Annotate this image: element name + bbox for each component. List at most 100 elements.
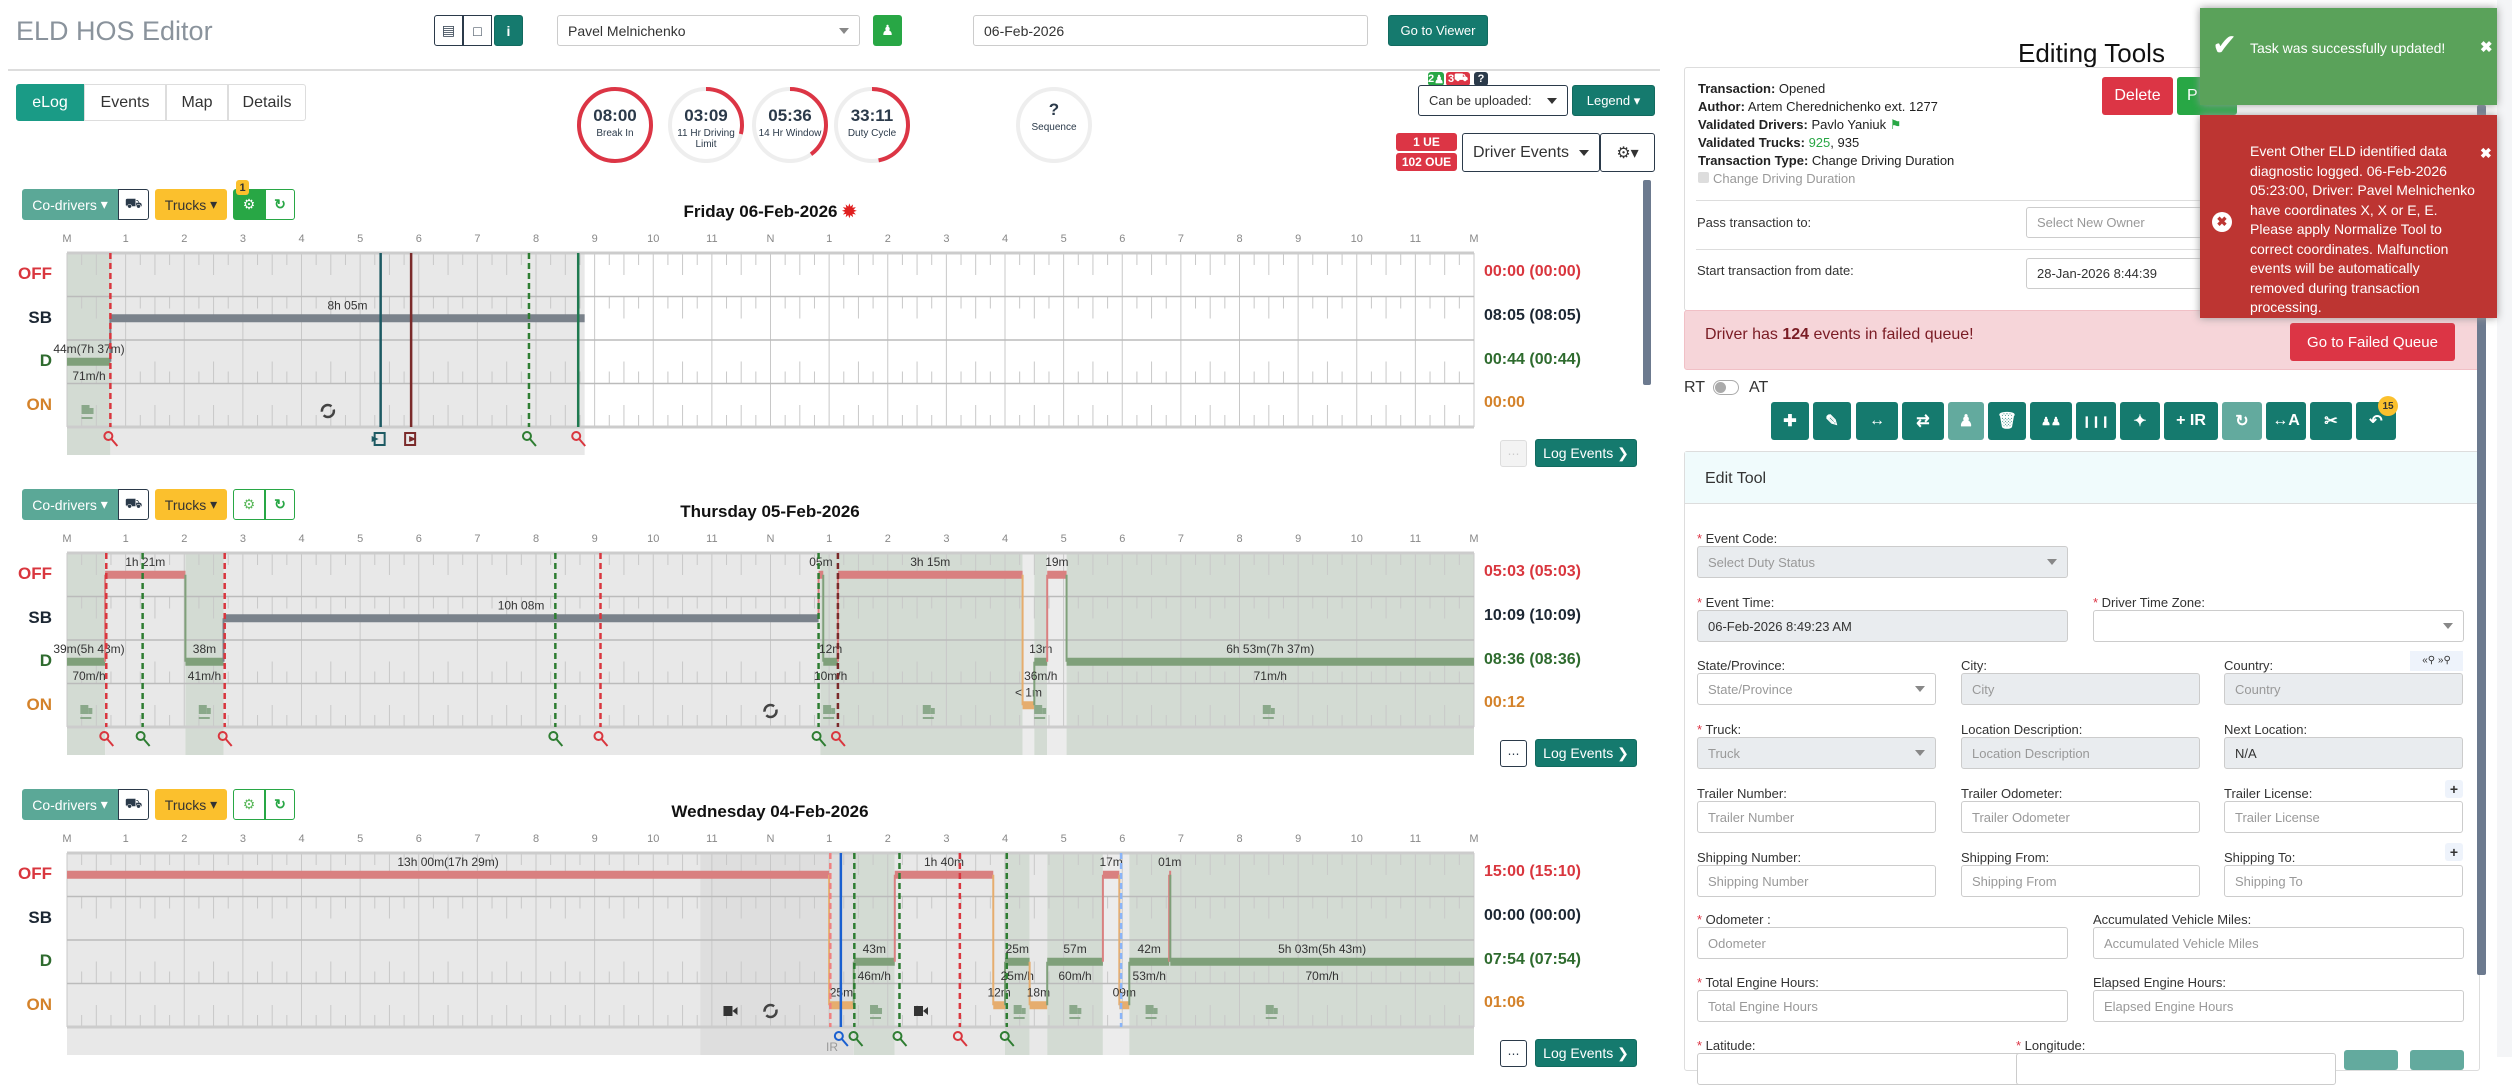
go-to-failed-queue-button[interactable]: Go to Failed Queue: [2290, 323, 2455, 361]
upload-status-select[interactable]: Can be uploaded:: [1418, 85, 1568, 116]
driver-events-select[interactable]: Driver Events: [1462, 133, 1600, 172]
user-tool-button[interactable]: ♟: [1948, 402, 1984, 440]
report-icon[interactable]: ▤: [434, 15, 463, 46]
tab-map[interactable]: Map: [166, 84, 228, 121]
refresh-button[interactable]: ↻: [265, 789, 295, 820]
start-date-input[interactable]: 28-Jan-2026 8:44:39: [2026, 258, 2226, 289]
left-scrollbar[interactable]: [1643, 180, 1651, 385]
longitude-input[interactable]: [2016, 1053, 2336, 1085]
acc-miles-input[interactable]: Accumulated Vehicle Miles: [2093, 927, 2464, 959]
location-nav-icons[interactable]: «⚲ »⚲: [2410, 651, 2463, 671]
close-icon[interactable]: ✖: [2480, 145, 2492, 161]
right-scrollbar[interactable]: [2477, 105, 2486, 975]
info-icon[interactable]: i: [494, 15, 523, 46]
co-drivers-button[interactable]: Co-drivers ▾: [22, 789, 118, 820]
tab-events[interactable]: Events: [84, 84, 166, 121]
refresh-tool-button[interactable]: ↻: [2222, 402, 2262, 440]
settings-dropdown[interactable]: ⚙ ▾: [1600, 133, 1655, 172]
undo-tool-button[interactable]: ↶ 15: [2356, 396, 2398, 440]
exchange-tool-button[interactable]: ⇄: [1902, 402, 1944, 440]
ship-num-input[interactable]: Shipping Number: [1697, 865, 1936, 897]
ue-badge[interactable]: 1 UE: [1396, 133, 1457, 151]
truck-icon[interactable]: ⛟: [118, 489, 149, 520]
go-to-viewer-button[interactable]: Go to Viewer: [1388, 15, 1488, 46]
key-icon[interactable]: [830, 731, 846, 747]
add-shipping-button[interactable]: +: [2445, 843, 2463, 861]
tab-details[interactable]: Details: [228, 84, 306, 121]
city-input[interactable]: City: [1961, 673, 2200, 705]
latitude-input[interactable]: [1697, 1053, 2027, 1085]
comment-button[interactable]: ⋯: [1500, 740, 1527, 767]
trailer-lic-input[interactable]: Trailer License: [2224, 801, 2463, 833]
engine-button[interactable]: ⚙: [233, 189, 265, 220]
login-icon[interactable]: [371, 432, 386, 446]
trash-tool-button[interactable]: 🗑: [1988, 402, 2026, 440]
trucks-button[interactable]: Trucks ▾: [155, 789, 227, 820]
state-select[interactable]: State/Province: [1697, 673, 1936, 705]
key-icon[interactable]: [135, 731, 151, 747]
delete-button[interactable]: Delete: [2102, 77, 2173, 115]
key-icon[interactable]: [99, 731, 115, 747]
trailer-odo-input[interactable]: Trailer Odometer: [1961, 801, 2200, 833]
refresh-button[interactable]: ↻: [265, 489, 295, 520]
event-code-select[interactable]: Select Duty Status: [1697, 546, 2068, 578]
log-events-button[interactable]: Log Events ❯: [1535, 1039, 1637, 1067]
logout-icon[interactable]: [404, 432, 417, 446]
note-icon[interactable]: □: [463, 15, 492, 46]
new-owner-select[interactable]: Select New Owner: [2026, 207, 2226, 238]
tz-select[interactable]: [2093, 610, 2464, 642]
odometer-input[interactable]: Odometer: [1697, 927, 2068, 959]
map-clear-button[interactable]: [2410, 1050, 2464, 1070]
close-icon[interactable]: ✖: [2480, 39, 2493, 56]
date-input[interactable]: 06-Feb-2026: [973, 15, 1368, 46]
change-driving-checkbox[interactable]: [1698, 172, 1709, 183]
trailer-num-input[interactable]: Trailer Number: [1697, 801, 1936, 833]
key-icon[interactable]: [548, 731, 564, 747]
ship-from-input[interactable]: Shipping From: [1961, 865, 2200, 897]
co-drivers-button[interactable]: Co-drivers ▾: [22, 489, 118, 520]
key-icon[interactable]: [571, 431, 586, 447]
pencil-tool-button[interactable]: ✎: [1813, 402, 1851, 440]
co-drivers-button[interactable]: Co-drivers ▾: [22, 189, 118, 220]
key-icon[interactable]: [833, 1031, 849, 1047]
driver-select[interactable]: Pavel Melnichenko: [557, 15, 860, 46]
text-width-tool-button[interactable]: ↔A: [2266, 402, 2306, 440]
truck-icon[interactable]: ⛟: [118, 189, 149, 220]
legend-button[interactable]: Legend ▾: [1572, 85, 1655, 116]
arrows-h-tool-button[interactable]: ↔: [1856, 402, 1898, 440]
add-ir-button[interactable]: + IR: [2164, 402, 2218, 440]
refresh-button[interactable]: ↻: [265, 189, 295, 220]
truck-icon[interactable]: ⛟: [118, 789, 149, 820]
magic-tool-button[interactable]: ✦: [2120, 402, 2160, 440]
users-tool-button[interactable]: ♟♟: [2030, 402, 2072, 440]
key-icon[interactable]: [811, 731, 827, 747]
elapsed-hours-input[interactable]: Elapsed Engine Hours: [2093, 990, 2464, 1022]
trucks-button[interactable]: Trucks ▾: [155, 189, 227, 220]
trucks-button[interactable]: Trucks ▾: [155, 489, 227, 520]
map-pick-button[interactable]: [2344, 1050, 2398, 1070]
scissors-tool-button[interactable]: ✂: [2310, 402, 2352, 440]
key-icon[interactable]: [848, 1031, 864, 1047]
key-icon[interactable]: [521, 431, 537, 447]
key-icon[interactable]: [892, 1031, 908, 1047]
country-input[interactable]: Country: [2224, 673, 2463, 705]
log-events-button[interactable]: Log Events ❯: [1535, 439, 1637, 467]
key-icon[interactable]: [952, 1031, 968, 1047]
key-icon[interactable]: [999, 1031, 1015, 1047]
event-time-input[interactable]: 06-Feb-2026 8:49:23 AM: [1697, 610, 2068, 642]
nextloc-input[interactable]: N/A: [2224, 737, 2463, 769]
eng-hours-input[interactable]: Total Engine Hours: [1697, 990, 2068, 1022]
locdesc-input[interactable]: Location Description: [1961, 737, 2200, 769]
truck-select[interactable]: Truck: [1697, 737, 1936, 769]
log-events-button[interactable]: Log Events ❯: [1535, 739, 1637, 767]
oue-badge[interactable]: 102 OUE: [1396, 153, 1457, 171]
columns-tool-button[interactable]: ❙❙❙: [2076, 402, 2116, 440]
key-icon[interactable]: [217, 731, 233, 747]
add-trailer-button[interactable]: +: [2445, 780, 2463, 798]
ship-to-input[interactable]: Shipping To: [2224, 865, 2463, 897]
comment-button[interactable]: ⋯: [1500, 440, 1527, 467]
rt-at-toggle[interactable]: [1713, 380, 1739, 395]
engine-button[interactable]: ⚙: [233, 789, 265, 820]
engine-button[interactable]: ⚙: [233, 489, 265, 520]
comment-button[interactable]: ⋯: [1500, 1040, 1527, 1067]
